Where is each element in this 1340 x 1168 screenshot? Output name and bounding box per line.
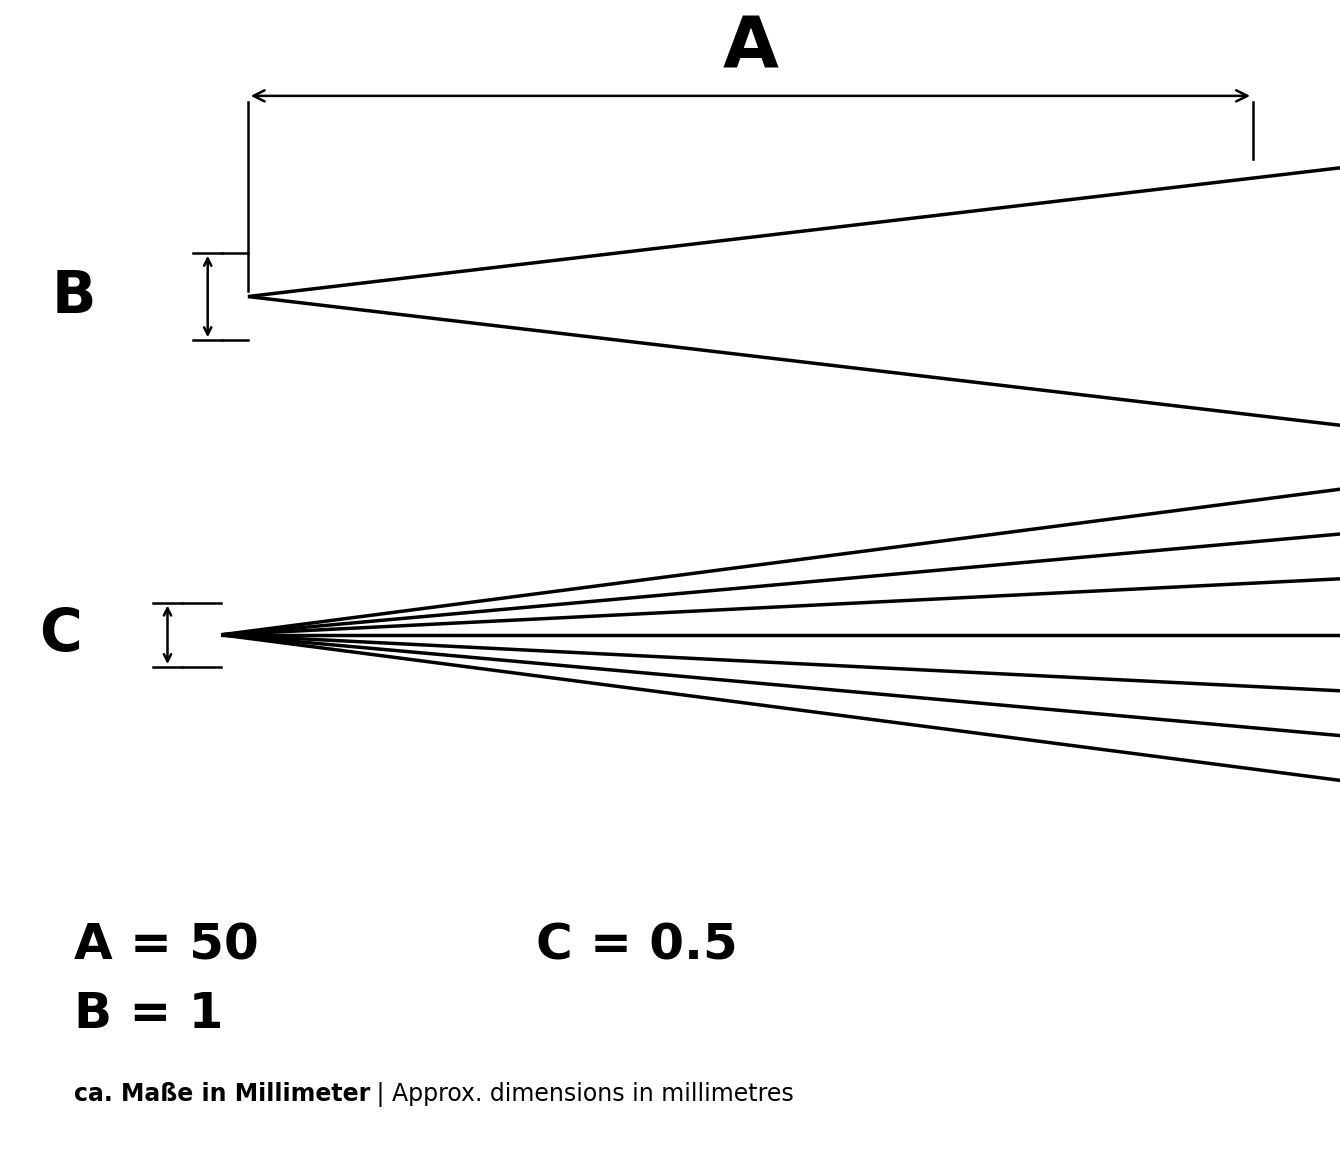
Text: B = 1: B = 1 (74, 990, 224, 1038)
Text: C = 0.5: C = 0.5 (536, 922, 738, 969)
Text: A = 50: A = 50 (74, 922, 259, 969)
Text: B: B (51, 267, 96, 325)
Text: | Approx. dimensions in millimetres: | Approx. dimensions in millimetres (369, 1082, 793, 1107)
Text: C: C (39, 606, 82, 663)
Text: ca. Maße in Millimeter: ca. Maße in Millimeter (74, 1082, 370, 1106)
Text: A: A (722, 13, 779, 82)
